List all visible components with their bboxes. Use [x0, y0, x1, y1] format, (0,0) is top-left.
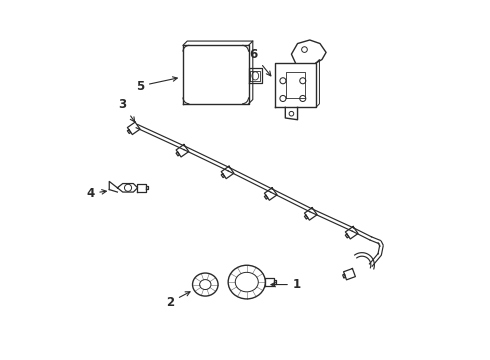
Text: 3: 3 — [119, 98, 135, 122]
Text: 1: 1 — [271, 278, 301, 291]
Text: 2: 2 — [166, 292, 190, 309]
Text: 5: 5 — [136, 77, 177, 93]
Text: 6: 6 — [250, 48, 271, 76]
Text: 4: 4 — [86, 187, 106, 200]
